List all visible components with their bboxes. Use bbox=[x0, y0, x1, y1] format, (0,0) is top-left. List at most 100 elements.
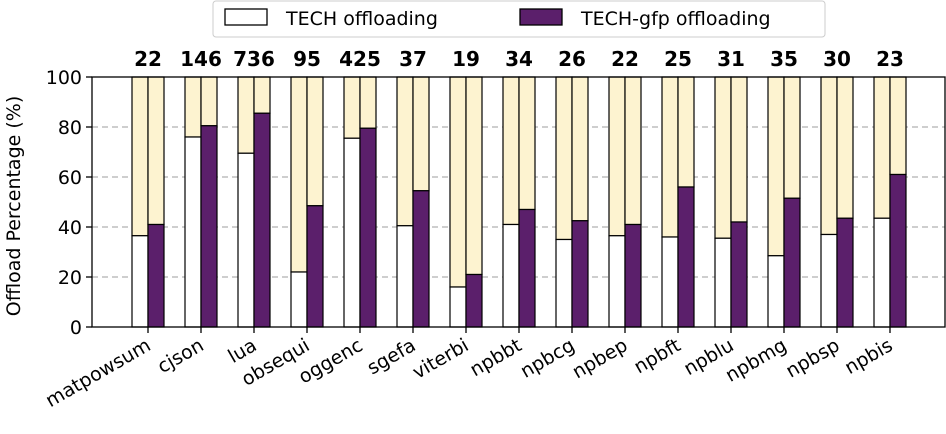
bar-tech-gfp-offloading-sgefa bbox=[412, 190, 430, 328]
bar-gfp-remainder-viterbi bbox=[465, 76, 483, 276]
x-tick-label-npbmg: npbmg bbox=[722, 334, 791, 386]
x-tick-label-npbsp: npbsp bbox=[782, 334, 843, 382]
top-label-npbsp: 30 bbox=[823, 47, 851, 71]
top-label-npbcg: 26 bbox=[558, 47, 586, 71]
x-tick-label-viterbi: viterbi bbox=[409, 334, 473, 383]
bar-tech-remainder-npbsp bbox=[820, 76, 838, 236]
bar-gfp-remainder-oggenc bbox=[359, 76, 377, 129]
bar-tech-gfp-offloading-npbcg bbox=[571, 220, 589, 328]
top-label-npbft: 25 bbox=[664, 47, 692, 71]
bar-tech-gfp-offloading-obsequi bbox=[306, 205, 324, 328]
y-axis-label: Offload Percentage (%) bbox=[3, 96, 25, 317]
bar-tech-remainder-matpowsum bbox=[131, 76, 149, 237]
bar-gfp-remainder-cjson bbox=[200, 76, 218, 127]
bar-tech-offloading-npblu bbox=[714, 237, 732, 328]
bar-tech-offloading-sgefa bbox=[396, 225, 414, 328]
bar-tech-remainder-oggenc bbox=[343, 76, 361, 139]
y-tick-label-100: 100 bbox=[46, 67, 82, 89]
bar-tech-gfp-offloading-npblu bbox=[730, 221, 748, 328]
x-tick-label-sgefa: sgefa bbox=[363, 334, 419, 379]
bar-tech-remainder-npblu bbox=[714, 76, 732, 239]
bar-tech-offloading-npbbt bbox=[502, 223, 520, 328]
bar-tech-offloading-npbmg bbox=[767, 255, 785, 328]
bar-tech-offloading-oggenc bbox=[343, 137, 361, 328]
x-tick-label-cjson: cjson bbox=[154, 334, 208, 378]
legend-swatch-tech-offloading bbox=[224, 8, 268, 26]
y-tick-label-80: 80 bbox=[58, 117, 82, 139]
x-tick-label-npbcg: npbcg bbox=[517, 334, 579, 382]
bar-tech-offloading-npbft bbox=[661, 236, 679, 328]
top-label-viterbi: 19 bbox=[452, 47, 480, 71]
grid-lines bbox=[92, 126, 945, 278]
top-label-npbbt: 34 bbox=[505, 47, 533, 71]
bar-gfp-remainder-npbcg bbox=[571, 76, 589, 222]
bar-gfp-remainder-npbsp bbox=[836, 76, 854, 219]
bar-tech-gfp-offloading-viterbi bbox=[465, 273, 483, 328]
top-labels: 22 146 736 95 425 37 19 34 26 22 25 31 35 30 23 bbox=[134, 47, 904, 71]
top-label-sgefa: 37 bbox=[399, 47, 427, 71]
top-label-npblu: 31 bbox=[717, 47, 745, 71]
bar-tech-gfp-offloading-npbbt bbox=[518, 208, 536, 328]
y-tick-label-40: 40 bbox=[58, 217, 82, 239]
bar-tech-remainder-sgefa bbox=[396, 76, 414, 227]
bar-tech-offloading-npbis bbox=[873, 217, 891, 328]
bar-gfp-remainder-obsequi bbox=[306, 76, 324, 207]
x-tick-label-npbis: npbis bbox=[841, 334, 896, 379]
legend-entry-tech-offloading: TECH offloading bbox=[285, 8, 438, 30]
y-tick-label-0: 0 bbox=[70, 317, 82, 339]
bar-tech-remainder-viterbi bbox=[449, 76, 467, 288]
bar-tech-offloading-npbsp bbox=[820, 233, 838, 328]
bar-tech-remainder-npbis bbox=[873, 76, 891, 219]
bar-tech-remainder-cjson bbox=[184, 76, 202, 138]
bar-tech-gfp-offloading-npbmg bbox=[783, 197, 801, 328]
bar-tech-offloading-npbcg bbox=[555, 238, 573, 328]
bar-gfp-remainder-lua bbox=[253, 76, 271, 114]
bar-tech-remainder-npbft bbox=[661, 76, 679, 238]
bar-gfp-remainder-npbis bbox=[889, 76, 907, 176]
bar-gfp-remainder-matpowsum bbox=[147, 76, 165, 226]
bar-tech-gfp-offloading-lua bbox=[253, 112, 271, 328]
legend-entry-tech-gfp-offloading: TECH-gfp offloading bbox=[580, 8, 771, 30]
top-label-lua: 736 bbox=[233, 47, 275, 71]
bar-tech-remainder-npbcg bbox=[555, 76, 573, 241]
bar-gfp-remainder-npbmg bbox=[783, 76, 801, 199]
bar-tech-offloading-lua bbox=[237, 152, 255, 328]
bar-tech-offloading-obsequi bbox=[290, 271, 308, 328]
x-tick-label-npbep: npbep bbox=[569, 334, 632, 383]
bar-tech-gfp-offloading-oggenc bbox=[359, 127, 377, 328]
bar-gfp-remainder-npbep bbox=[624, 76, 642, 226]
top-label-oggenc: 425 bbox=[339, 47, 381, 71]
x-tick-label-npbft: npbft bbox=[630, 334, 684, 378]
bar-tech-gfp-offloading-matpowsum bbox=[147, 223, 165, 328]
bar-gfp-remainder-sgefa bbox=[412, 76, 430, 192]
top-label-obsequi: 95 bbox=[293, 47, 321, 71]
bar-tech-offloading-matpowsum bbox=[131, 235, 149, 328]
bar-tech-remainder-npbmg bbox=[767, 76, 785, 257]
bar-tech-remainder-npbep bbox=[608, 76, 626, 237]
x-tick-label-matpowsum: matpowsum bbox=[42, 334, 155, 412]
bar-gfp-remainder-npblu bbox=[730, 76, 748, 223]
bar-tech-remainder-npbbt bbox=[502, 76, 520, 226]
bar-tech-offloading-cjson bbox=[184, 136, 202, 328]
x-axis: matpowsum cjson luaobsequioggencsgefaviter… bbox=[42, 327, 897, 412]
bar-gfp-remainder-npbbt bbox=[518, 76, 536, 211]
bar-tech-remainder-lua bbox=[237, 76, 255, 154]
bar-tech-offloading-viterbi bbox=[449, 286, 467, 328]
bar-tech-gfp-offloading-npbsp bbox=[836, 217, 854, 328]
y-axis: 0 20 40 60 80 100 bbox=[46, 67, 92, 339]
legend-box bbox=[212, 0, 826, 38]
y-tick-label-60: 60 bbox=[58, 167, 82, 189]
bar-tech-gfp-offloading-npbep bbox=[624, 223, 642, 328]
legend: TECH offloading TECH-gfp offloading bbox=[212, 0, 826, 38]
bar-tech-gfp-offloading-npbft bbox=[677, 186, 695, 328]
bar-tech-remainder-obsequi bbox=[290, 76, 308, 273]
top-label-matpowsum: 22 bbox=[134, 47, 162, 71]
y-tick-label-20: 20 bbox=[58, 267, 82, 289]
legend-swatch-tech-gfp-offloading bbox=[519, 8, 563, 26]
bar-tech-offloading-npbep bbox=[608, 235, 626, 328]
top-label-npbep: 22 bbox=[611, 47, 639, 71]
bar-tech-gfp-offloading-cjson bbox=[200, 125, 218, 328]
top-label-npbmg: 35 bbox=[770, 47, 798, 71]
top-label-npbis: 23 bbox=[876, 47, 904, 71]
bar-tech-gfp-offloading-npbis bbox=[889, 173, 907, 328]
